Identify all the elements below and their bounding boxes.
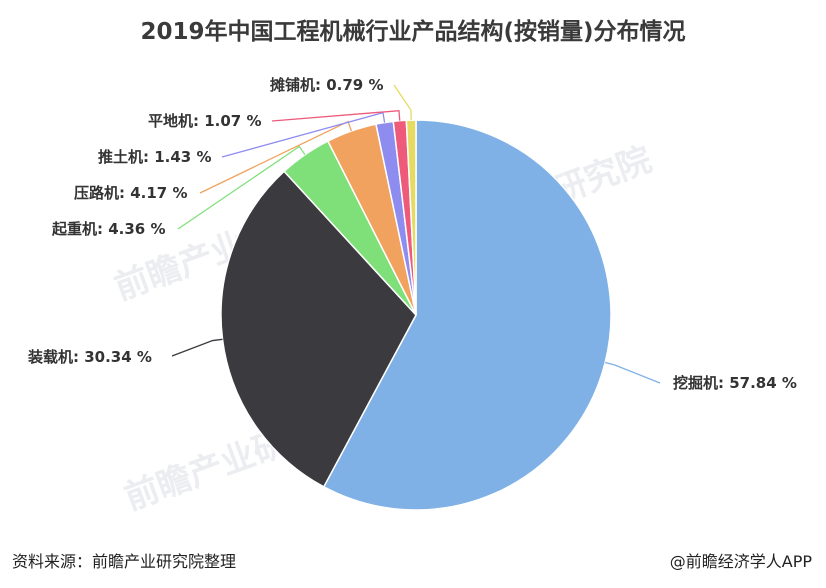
leader-line (221, 111, 386, 158)
slice-label: 装载机: 30.34 % (27, 348, 152, 366)
slice-label: 平地机: 1.07 % (148, 112, 261, 130)
slice-labels: 挖掘机: 57.84 % 装载机: 30.34 % 起重机: 4.36 % 压路机: … (27, 76, 797, 392)
slice-label: 起重机: 4.36 % (51, 220, 165, 238)
leader-line (393, 84, 412, 121)
leader-line (171, 338, 223, 357)
slice-label: 摊铺机: 0.79 % (270, 76, 383, 94)
pie-slice (322, 119, 612, 511)
slice-label: 挖掘机: 57.84 % (673, 374, 797, 392)
chart-title: 2019年中国工程机械行业产品结构(按销量)分布情况 (140, 19, 686, 45)
source-note: 资料来源：前瞻产业研究院整理 (12, 552, 237, 571)
credit-note: @前瞻经济学人APP (669, 552, 812, 571)
leader-line (604, 361, 661, 384)
leader-line (177, 145, 306, 230)
slice-label: 推土机: 1.43 % (98, 148, 211, 166)
leader-lines (171, 84, 661, 384)
leader-line (199, 120, 353, 194)
leader-line (271, 110, 401, 122)
pie-slices (220, 119, 612, 511)
slice-label: 压路机: 4.17 % (74, 184, 187, 202)
